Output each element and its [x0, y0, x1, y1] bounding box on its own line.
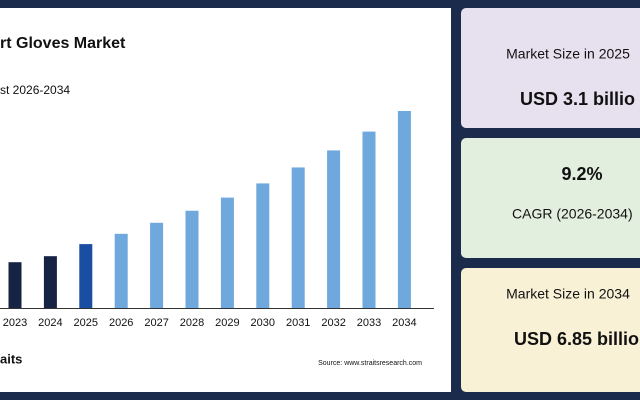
x-tick-label: 2024: [38, 317, 62, 329]
card-value: USD 3.1 billio: [520, 89, 635, 109]
x-tick-label: 2034: [392, 317, 416, 329]
logo: aits: [0, 351, 22, 366]
card-label: Market Size in 2025: [506, 46, 630, 62]
x-tick-label: 2032: [321, 317, 345, 329]
x-tick-label: 2025: [74, 317, 98, 329]
card: [461, 8, 640, 128]
card-label: CAGR (2026-2034): [512, 206, 633, 222]
bar: [8, 262, 22, 308]
bar: [185, 210, 199, 308]
bar: [150, 222, 164, 308]
card: [461, 138, 640, 258]
bar: [327, 150, 341, 308]
bar: [291, 167, 305, 308]
x-tick-label: 2027: [144, 317, 168, 329]
x-tick-label: 2030: [251, 317, 275, 329]
chart-title: rt Gloves Market: [0, 35, 126, 52]
card-value: 9.2%: [561, 164, 602, 184]
bar: [79, 244, 93, 308]
bar: [362, 131, 376, 308]
x-tick-label: 2031: [286, 317, 310, 329]
bar: [114, 233, 128, 308]
x-tick-label: 2029: [215, 317, 239, 329]
bar: [256, 183, 270, 308]
card: [461, 268, 640, 392]
chart-subtitle: st 2026-2034: [0, 83, 70, 97]
x-tick-label: 2023: [3, 317, 27, 329]
bar: [220, 197, 234, 308]
bar: [397, 111, 411, 308]
source: Source: www.straitsresearch.com: [318, 360, 422, 367]
x-tick-label: 2028: [180, 317, 204, 329]
card-label: Market Size in 2034: [506, 286, 630, 302]
x-tick-label: 2033: [357, 317, 381, 329]
card-value: USD 6.85 billio: [514, 329, 639, 349]
x-tick-label: 2026: [109, 317, 133, 329]
bar: [43, 256, 57, 308]
